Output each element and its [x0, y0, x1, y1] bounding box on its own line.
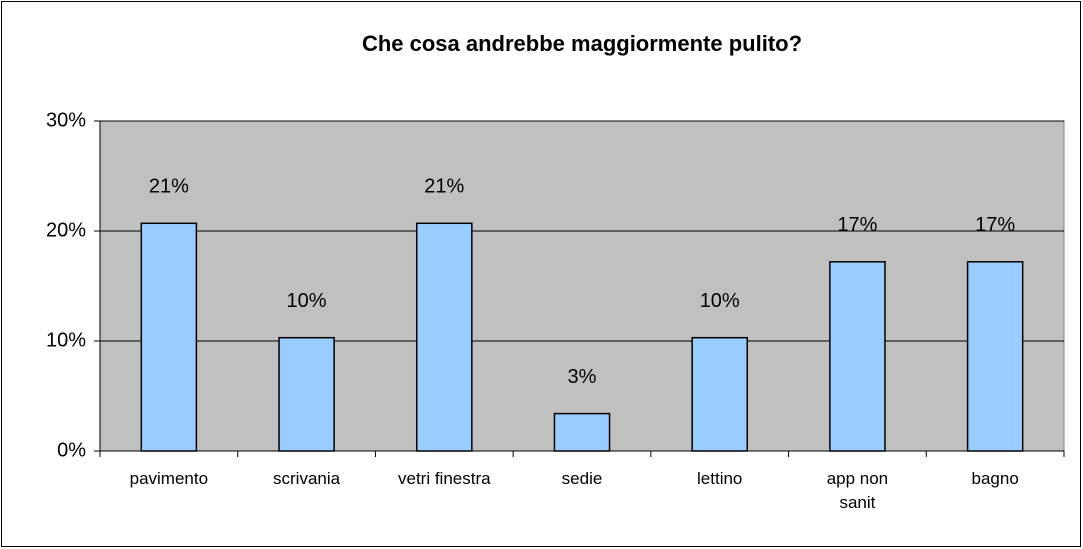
bar	[415, 222, 473, 452]
x-tick-label: app non sanit	[826, 469, 889, 512]
y-tick-label: 10%	[46, 329, 86, 351]
x-tick-label: lettino	[697, 469, 743, 488]
data-label: 17%	[837, 214, 877, 236]
data-label: 10%	[287, 290, 327, 312]
bar	[553, 412, 611, 452]
x-tick-label: vetri finestra	[397, 469, 491, 488]
data-label: 17%	[975, 214, 1015, 236]
data-label: 10%	[700, 290, 740, 312]
y-tick-label: 0%	[57, 439, 86, 461]
bar	[691, 336, 749, 452]
bar	[278, 336, 335, 452]
bar	[966, 261, 1024, 452]
x-tick-label: pavimento	[129, 469, 209, 488]
data-label: 21%	[149, 176, 189, 198]
bar	[140, 222, 198, 452]
x-tick-label: scrivania	[273, 469, 341, 488]
bar	[829, 261, 886, 452]
x-tick-label: bagno	[971, 469, 1019, 488]
x-tick-label: sedie	[561, 469, 603, 488]
y-tick-label: 30%	[46, 109, 86, 131]
chart-title: Che cosa andrebbe maggiormente pulito?	[362, 31, 802, 56]
y-tick-label: 20%	[46, 219, 86, 241]
plot-area	[99, 120, 1065, 452]
data-label: 21%	[424, 176, 464, 198]
data-label: 3%	[568, 366, 597, 388]
